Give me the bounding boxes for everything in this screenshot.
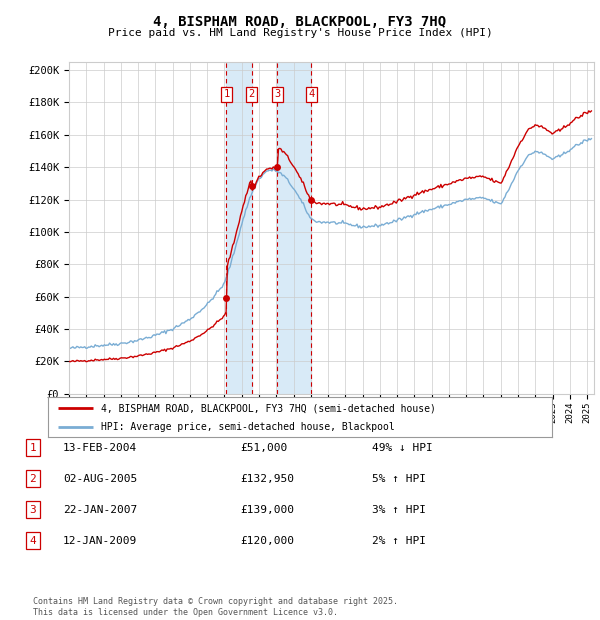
Text: 13-FEB-2004: 13-FEB-2004 bbox=[63, 443, 137, 453]
Bar bbox=[277, 62, 311, 394]
Text: £139,000: £139,000 bbox=[240, 505, 294, 515]
Text: 4: 4 bbox=[308, 89, 314, 99]
Text: £51,000: £51,000 bbox=[240, 443, 287, 453]
Text: 5% ↑ HPI: 5% ↑ HPI bbox=[372, 474, 426, 484]
Text: 22-JAN-2007: 22-JAN-2007 bbox=[63, 505, 137, 515]
Text: 3: 3 bbox=[274, 89, 280, 99]
Text: £132,950: £132,950 bbox=[240, 474, 294, 484]
Text: HPI: Average price, semi-detached house, Blackpool: HPI: Average price, semi-detached house,… bbox=[101, 422, 395, 432]
Text: 4, BISPHAM ROAD, BLACKPOOL, FY3 7HQ: 4, BISPHAM ROAD, BLACKPOOL, FY3 7HQ bbox=[154, 16, 446, 30]
Text: 4: 4 bbox=[29, 536, 37, 546]
Text: Price paid vs. HM Land Registry's House Price Index (HPI): Price paid vs. HM Land Registry's House … bbox=[107, 28, 493, 38]
Text: 02-AUG-2005: 02-AUG-2005 bbox=[63, 474, 137, 484]
Text: 4, BISPHAM ROAD, BLACKPOOL, FY3 7HQ (semi-detached house): 4, BISPHAM ROAD, BLACKPOOL, FY3 7HQ (sem… bbox=[101, 403, 436, 413]
Text: 3% ↑ HPI: 3% ↑ HPI bbox=[372, 505, 426, 515]
Text: 12-JAN-2009: 12-JAN-2009 bbox=[63, 536, 137, 546]
Text: 2: 2 bbox=[248, 89, 255, 99]
Text: 49% ↓ HPI: 49% ↓ HPI bbox=[372, 443, 433, 453]
Bar bbox=[226, 62, 252, 394]
Text: 2: 2 bbox=[29, 474, 37, 484]
Text: £120,000: £120,000 bbox=[240, 536, 294, 546]
Text: 3: 3 bbox=[29, 505, 37, 515]
Text: 2% ↑ HPI: 2% ↑ HPI bbox=[372, 536, 426, 546]
Text: Contains HM Land Registry data © Crown copyright and database right 2025.
This d: Contains HM Land Registry data © Crown c… bbox=[33, 598, 398, 617]
Text: 1: 1 bbox=[29, 443, 37, 453]
Text: 1: 1 bbox=[223, 89, 230, 99]
